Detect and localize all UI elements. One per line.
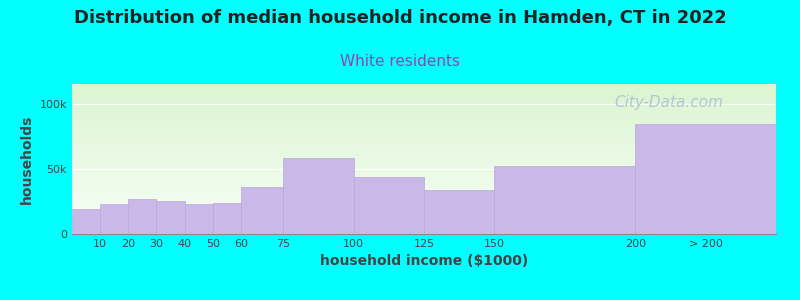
Text: Distribution of median household income in Hamden, CT in 2022: Distribution of median household income … [74, 9, 726, 27]
Bar [100, 204, 128, 234]
Bar [213, 203, 241, 234]
Bar [283, 158, 354, 234]
Bar [354, 177, 424, 234]
Bar [72, 209, 100, 234]
Bar [635, 124, 776, 234]
Bar [185, 204, 213, 234]
Text: City-Data.com: City-Data.com [614, 94, 723, 110]
Bar [494, 166, 635, 234]
Bar [157, 201, 185, 234]
X-axis label: household income ($1000): household income ($1000) [320, 254, 528, 268]
Bar [424, 190, 494, 234]
Text: White residents: White residents [340, 54, 460, 69]
Y-axis label: households: households [20, 114, 34, 204]
Bar [128, 199, 157, 234]
Bar [241, 187, 283, 234]
